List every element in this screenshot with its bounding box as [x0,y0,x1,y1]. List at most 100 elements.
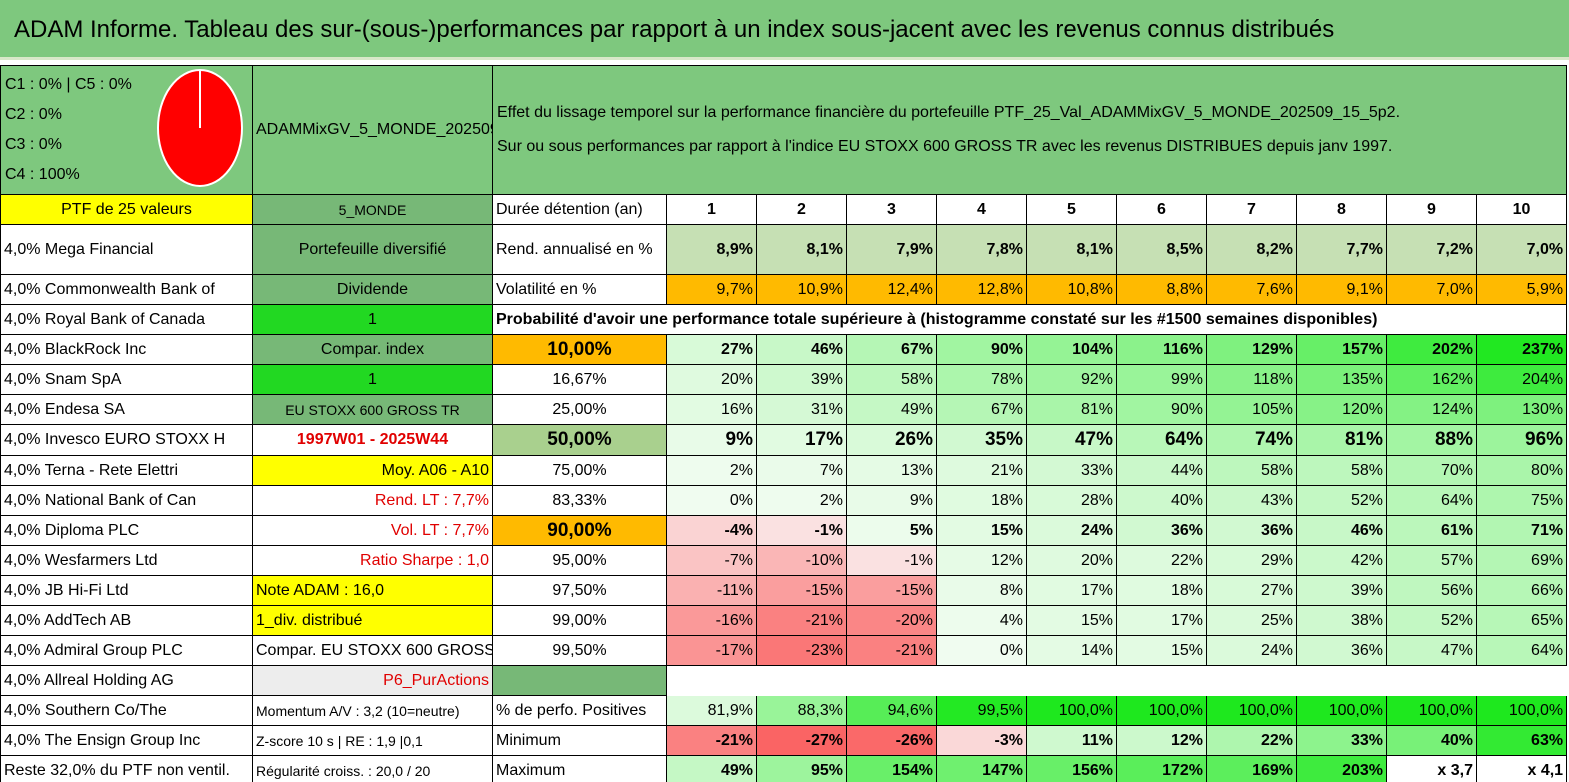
volatility-cell[interactable]: 9,1% [1296,274,1387,305]
holding-item[interactable]: 4,0% Diploma PLC [0,515,253,546]
probability-value[interactable]: 81% [1026,394,1117,425]
probability-value[interactable]: 31% [756,394,847,425]
annual-return-label[interactable]: Rend. annualisé en % [492,224,667,275]
long-term-return[interactable]: Rend. LT : 7,7% [252,485,493,516]
probability-value[interactable]: 104% [1026,334,1117,365]
minimum-cell[interactable]: 22% [1206,725,1297,756]
probability-value[interactable]: 81% [1296,424,1387,456]
probability-value[interactable]: 46% [756,334,847,365]
holding-item[interactable]: 4,0% Endesa SA [0,394,253,425]
volatility-cell[interactable]: 12,8% [936,274,1027,305]
positive-perf-cell[interactable]: 100,0% [1386,695,1477,726]
annual-return-cell[interactable]: 8,1% [1026,224,1117,275]
probability-value[interactable]: 52% [1296,485,1387,516]
probability-value[interactable]: -21% [846,635,937,666]
maximum-cell[interactable]: 172% [1116,755,1207,782]
probability-value[interactable]: 58% [1296,455,1387,486]
probability-value[interactable]: 162% [1386,364,1477,395]
probability-value[interactable]: 90% [1116,394,1207,425]
probability-value[interactable]: 38% [1296,605,1387,636]
probability-threshold[interactable]: 25,00% [492,394,667,425]
positive-perf-cell[interactable]: 99,5% [936,695,1027,726]
probability-value[interactable]: 5% [846,515,937,546]
volatility-label[interactable]: Volatilité en % [492,274,667,305]
annual-return-cell[interactable]: 8,1% [756,224,847,275]
annual-return-cell[interactable]: 7,8% [936,224,1027,275]
dividend-mode[interactable]: 1_div. distribué [252,605,493,636]
maximum-cell[interactable]: 156% [1026,755,1117,782]
probability-value[interactable]: 17% [1116,605,1207,636]
holding-item[interactable]: 4,0% Commonwealth Bank of [0,274,253,305]
year-header[interactable]: 3 [846,194,937,225]
minimum-label[interactable]: Minimum [492,725,667,756]
positive-perf-cell[interactable]: 100,0% [1116,695,1207,726]
minimum-cell[interactable]: 40% [1386,725,1477,756]
probability-value[interactable]: -21% [756,605,847,636]
annual-return-cell[interactable]: 7,7% [1296,224,1387,275]
probability-value[interactable]: 27% [666,334,757,365]
volatility-cell[interactable]: 10,9% [756,274,847,305]
maximum-cell[interactable]: 49% [666,755,757,782]
volatility-cell[interactable]: 8,8% [1116,274,1207,305]
holding-item[interactable]: 4,0% BlackRock Inc [0,334,253,365]
average-range[interactable]: Moy. A06 - A10 [252,455,493,486]
probability-value[interactable]: 16% [666,394,757,425]
volatility-cell[interactable]: 9,7% [666,274,757,305]
probability-value[interactable]: 71% [1475,515,1568,546]
probability-threshold[interactable]: 99,50% [492,635,667,666]
empty-cell[interactable] [666,665,1567,696]
probability-value[interactable]: 27% [1206,575,1297,606]
holding-item[interactable]: 4,0% Invesco EURO STOXX H [0,424,253,456]
probability-value[interactable]: 47% [1386,635,1477,666]
annual-return-cell[interactable]: 7,0% [1475,224,1568,275]
index-name[interactable]: EU STOXX 600 GROSS TR [252,394,493,425]
regularity[interactable]: Régularité croiss. : 20,0 / 20 [252,755,493,782]
volatility-cell[interactable]: 7,6% [1206,274,1297,305]
holding-item[interactable]: 4,0% JB Hi-Fi Ltd [0,575,253,606]
probability-value[interactable]: 64% [1475,635,1568,666]
probability-value[interactable]: 57% [1386,545,1477,576]
probability-value[interactable]: 118% [1206,364,1297,395]
maximum-label[interactable]: Maximum [492,755,667,782]
probability-value[interactable]: 56% [1386,575,1477,606]
probability-value[interactable]: 26% [846,424,937,456]
probability-value[interactable]: 65% [1475,605,1568,636]
minimum-cell[interactable]: 33% [1296,725,1387,756]
comparison-full[interactable]: Compar. EU STOXX 600 GROSS TR [252,635,493,666]
probability-value[interactable]: 92% [1026,364,1117,395]
minimum-cell[interactable]: -3% [936,725,1027,756]
maximum-cell[interactable]: 154% [846,755,937,782]
probability-value[interactable]: 21% [936,455,1027,486]
probability-value[interactable]: -4% [666,515,757,546]
probability-value[interactable]: 22% [1116,545,1207,576]
probability-value[interactable]: 36% [1116,515,1207,546]
sharpe-ratio[interactable]: Ratio Sharpe : 1,0 [252,545,493,576]
probability-threshold[interactable]: 90,00% [492,515,667,546]
probability-value[interactable]: 75% [1475,485,1568,516]
holding-item[interactable]: 4,0% Wesfarmers Ltd [0,545,253,576]
probability-value[interactable]: 33% [1026,455,1117,486]
empty-cell[interactable] [1475,304,1568,335]
comparison-label[interactable]: Compar. index [252,334,493,365]
probability-value[interactable]: 49% [846,394,937,425]
positive-perf-cell[interactable]: 100,0% [1206,695,1297,726]
zone-cell[interactable]: 5_MONDE [252,194,493,225]
positive-perf-cell[interactable]: 100,0% [1296,695,1387,726]
probability-value[interactable]: 35% [936,424,1027,456]
maximum-cell[interactable]: 147% [936,755,1027,782]
probability-value[interactable]: 204% [1475,364,1568,395]
probability-value[interactable]: 120% [1296,394,1387,425]
probability-value[interactable]: 78% [936,364,1027,395]
holding-item[interactable]: 4,0% Royal Bank of Canada [0,304,253,335]
minimum-cell[interactable]: 12% [1116,725,1207,756]
annual-return-cell[interactable]: 7,9% [846,224,937,275]
adam-score[interactable]: Note ADAM : 16,0 [252,575,493,606]
probability-value[interactable]: 67% [936,394,1027,425]
probability-threshold[interactable]: 99,00% [492,605,667,636]
minimum-cell[interactable]: -27% [756,725,847,756]
empty-green-cell[interactable] [492,665,667,696]
positive-perf-label[interactable]: % de perfo. Positives [492,695,667,726]
positive-perf-cell[interactable]: 100,0% [1475,695,1568,726]
probability-value[interactable]: 80% [1475,455,1568,486]
probability-value[interactable]: -17% [666,635,757,666]
